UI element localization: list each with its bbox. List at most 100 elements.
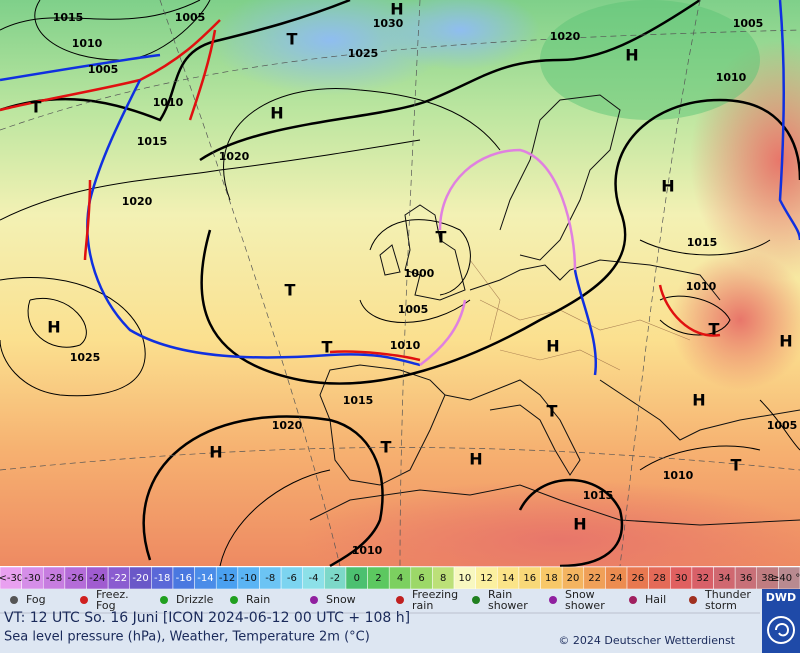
scale-label: -16	[176, 573, 192, 584]
scale-label: 18	[545, 573, 558, 584]
description: Sea level pressure (hPa), Weather, Tempe…	[4, 630, 370, 645]
scale-label: -4	[309, 573, 319, 584]
legend-icon	[310, 596, 318, 604]
pressure-center: H	[270, 104, 283, 123]
pressure-center: T	[381, 438, 392, 457]
legend-icon	[80, 596, 88, 604]
legend-item: Thunder storm	[704, 588, 751, 612]
isobar-label: 1010	[153, 96, 184, 109]
scale-label: 34	[718, 573, 731, 584]
logo-text: DWD	[766, 591, 796, 604]
pressure-center: T	[436, 228, 447, 247]
isobar-label: 1005	[88, 63, 119, 76]
scale-label: 8	[440, 573, 446, 584]
legend-icon	[689, 596, 697, 604]
scale-label: 16	[523, 573, 536, 584]
legend-item: Rain	[246, 593, 270, 606]
scale-label: -22	[111, 573, 127, 584]
isobar-label: 1020	[122, 195, 153, 208]
scale-label: 30	[675, 573, 688, 584]
scale-label: -30	[24, 573, 40, 584]
isobar-labels: 1015 1005 1010 1005 1010 1015 1020 1020 1030 1025…	[53, 11, 798, 557]
pressure-center: H	[573, 515, 586, 534]
isobar-label: 1030	[373, 17, 404, 30]
legend-icon	[396, 596, 404, 604]
isobar-label: 1005	[733, 17, 764, 30]
scale-label: -20	[132, 573, 148, 584]
scale-label: 36	[740, 573, 753, 584]
scale-label: -12	[219, 573, 235, 584]
pressure-center: T	[547, 402, 558, 421]
isobar-label: 1005	[175, 11, 206, 24]
isobar-label: 1020	[272, 419, 303, 432]
scale-label: 24	[610, 573, 623, 584]
legend-item: Freezing rain	[412, 588, 458, 612]
pressure-center: T	[731, 456, 742, 475]
pressure-center: H	[692, 391, 705, 410]
scale-label: -10	[240, 573, 256, 584]
scale-label: 14	[502, 573, 515, 584]
isobar-label: 1005	[398, 303, 429, 316]
isobar-label: 1010	[352, 544, 383, 557]
weather-legend: Fog Freez. Fog Drizzle Rain Snow Freezing rain R…	[10, 588, 751, 612]
valid-time: VT: 12 UTC So. 16 Juni [ICON 2024-06-12 …	[4, 610, 410, 626]
isobar-label: 1015	[687, 236, 718, 249]
legend-item: Hail	[645, 593, 666, 606]
isobar-label: 1020	[219, 150, 250, 163]
scale-label: -6	[287, 573, 297, 584]
pressure-center: H	[390, 0, 403, 19]
scale-label: 4	[397, 573, 403, 584]
pressure-center: T	[322, 338, 333, 357]
isobar-label: 1010	[390, 339, 421, 352]
legend-item: Fog	[26, 593, 46, 606]
scale-label: 26	[631, 573, 644, 584]
isobar-label: 1025	[70, 351, 101, 364]
pressure-center: H	[47, 318, 60, 337]
isobar-label: 1010	[663, 469, 694, 482]
isobar-label: 1015	[137, 135, 168, 148]
scale-label: <-30	[0, 573, 23, 584]
scale-label: 12	[480, 573, 493, 584]
scale-label: -18	[154, 573, 170, 584]
isobar-label: 1015	[53, 11, 84, 24]
isobar-label: 1010	[716, 71, 747, 84]
legend-icon	[230, 596, 238, 604]
pressure-center: H	[779, 332, 792, 351]
isobar-label: 1000	[404, 267, 435, 280]
isobar-label: 1020	[550, 30, 581, 43]
pressure-center: T	[709, 320, 720, 339]
legend-item: Snow shower	[565, 588, 605, 612]
pressure-center: H	[209, 443, 222, 462]
scale-label: -28	[46, 573, 62, 584]
scale-label: -14	[197, 573, 213, 584]
scale-label: -2	[330, 573, 340, 584]
pressure-center: H	[625, 46, 638, 65]
scale-label: 32	[696, 573, 709, 584]
isobar-label: 1010	[686, 280, 717, 293]
scale-label: 2	[375, 573, 381, 584]
legend-item: Drizzle	[176, 593, 214, 606]
pressure-center: T	[285, 281, 296, 300]
legend-icon	[10, 596, 18, 604]
pressure-center: H	[661, 177, 674, 196]
scale-label: 22	[588, 573, 601, 584]
isobar-label: 1025	[348, 47, 379, 60]
legend-item: Rain shower	[488, 588, 528, 612]
scale-label: 38	[761, 573, 774, 584]
scale-label: 20	[567, 573, 580, 584]
legend-icon	[629, 596, 637, 604]
scale-label: -24	[89, 573, 105, 584]
scale-label: 28	[653, 573, 666, 584]
scale-label: 0	[354, 573, 360, 584]
legend-icon	[160, 596, 168, 604]
isobar-label: 1005	[767, 419, 798, 432]
pressure-center: T	[31, 98, 42, 117]
temperature-scale: <-30 -30 -28 -26 -24 -22 -20 -18 -16 -14 -12 -10 -8-…	[0, 566, 800, 590]
scale-label: 6	[418, 573, 424, 584]
isobar-label: 1015	[343, 394, 374, 407]
pressure-center: H	[469, 450, 482, 469]
legend-icon	[549, 596, 557, 604]
